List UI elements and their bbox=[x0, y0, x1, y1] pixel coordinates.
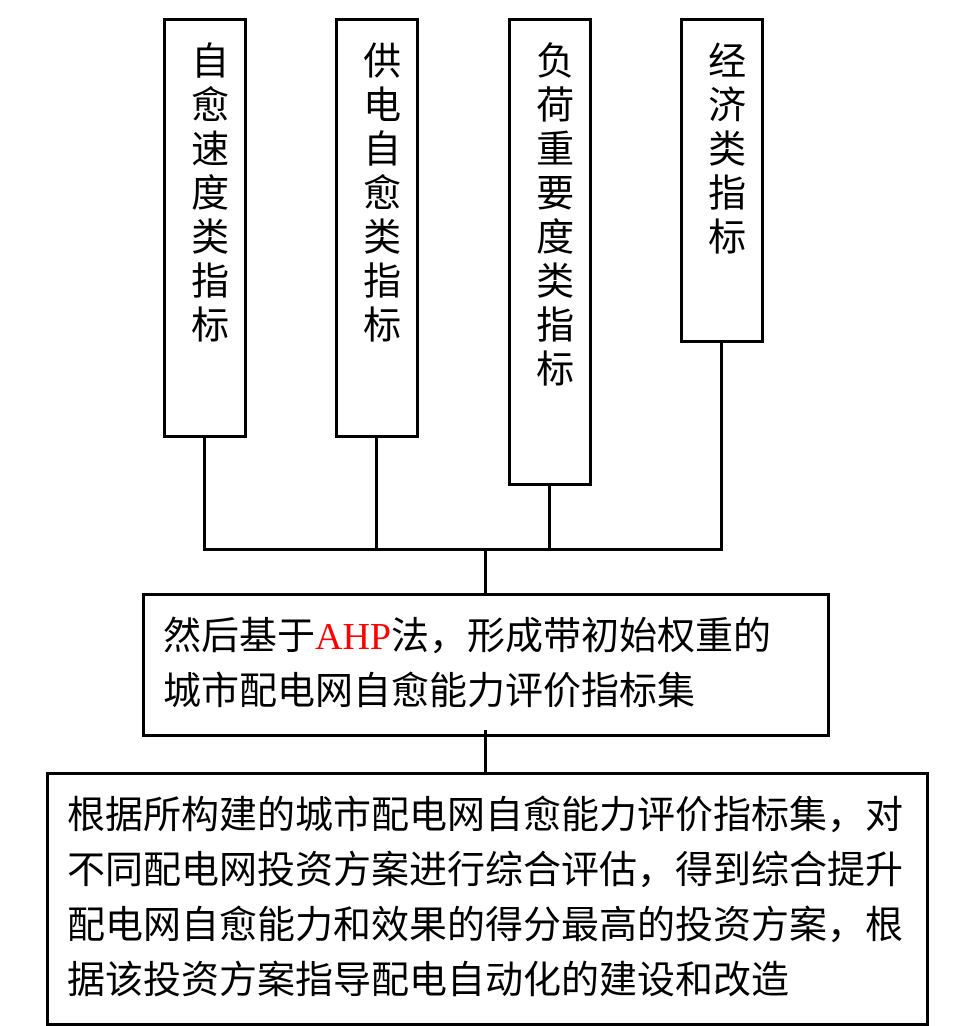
connector-line bbox=[375, 438, 378, 548]
mid-text-highlight: AHP bbox=[315, 616, 391, 658]
bottom-text: 根据所构建的城市配电网自愈能力评价指标集，对不同配电网投资方案进行综合评估，得到… bbox=[67, 795, 903, 1002]
indicator-box-self-healing-speed: 自愈速度类指标 bbox=[163, 18, 247, 438]
indicator-box-economic: 经济类指标 bbox=[680, 18, 764, 343]
mid-text-before: 然后基于 bbox=[163, 616, 315, 658]
evaluation-result-box: 根据所构建的城市配电网自愈能力评价指标集，对不同配电网投资方案进行综合评估，得到… bbox=[46, 772, 929, 1026]
ahp-method-box: 然后基于AHP法，形成带初始权重的城市配电网自愈能力评价指标集 bbox=[142, 593, 830, 737]
connector-bus bbox=[203, 548, 723, 551]
connector-line bbox=[548, 486, 551, 548]
indicator-box-power-self-healing: 供电自愈类指标 bbox=[335, 18, 419, 438]
indicator-box-load-importance: 负荷重要度类指标 bbox=[508, 18, 592, 486]
connector-line bbox=[484, 730, 487, 772]
connector-line bbox=[484, 548, 487, 593]
connector-line bbox=[203, 438, 206, 548]
indicator-label: 负荷重要度类指标 bbox=[524, 41, 575, 393]
indicator-label: 经济类指标 bbox=[696, 41, 747, 261]
indicator-label: 自愈速度类指标 bbox=[179, 41, 230, 349]
flowchart-diagram: 自愈速度类指标 供电自愈类指标 负荷重要度类指标 经济类指标 然后基于AHP法，… bbox=[0, 0, 963, 1000]
connector-line bbox=[720, 343, 723, 548]
indicator-label: 供电自愈类指标 bbox=[351, 41, 402, 349]
